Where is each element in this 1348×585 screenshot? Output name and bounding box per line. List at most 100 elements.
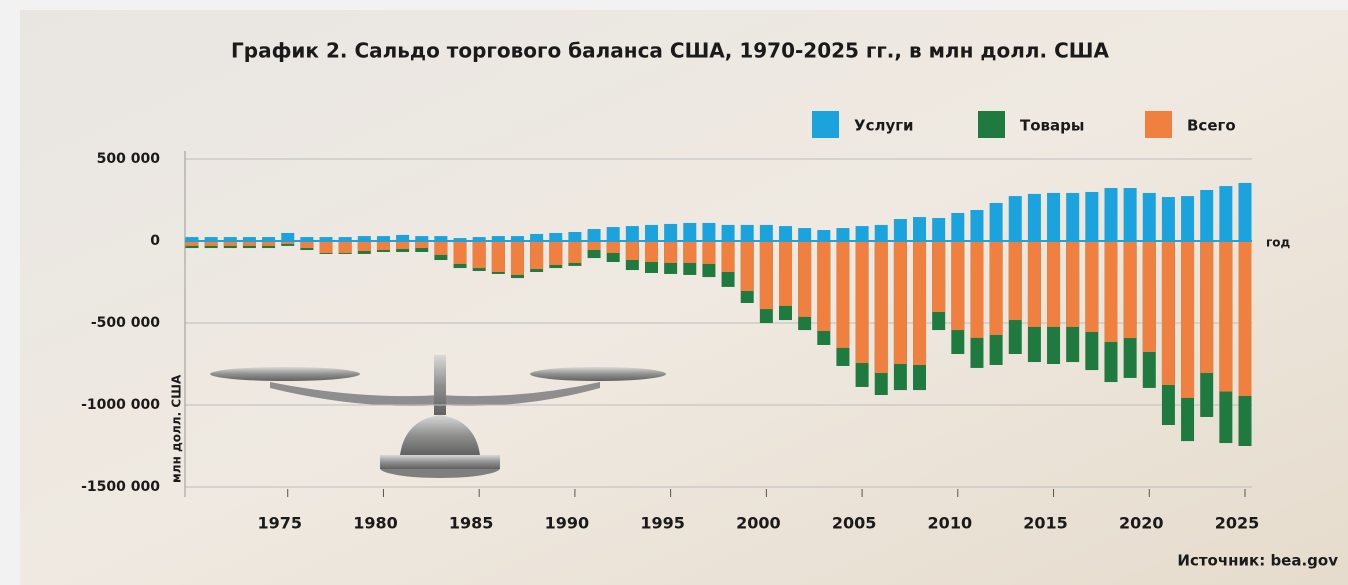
bar	[1143, 193, 1156, 241]
bar	[741, 225, 754, 241]
bar	[588, 229, 601, 241]
bar	[1181, 241, 1194, 398]
x-tick-label: 1995	[640, 514, 685, 533]
bar	[1200, 190, 1213, 241]
bar	[1219, 186, 1232, 241]
x-tick-label: 1985	[449, 514, 494, 533]
bar	[913, 241, 926, 365]
bar	[856, 241, 869, 363]
bar	[779, 241, 792, 306]
bar	[358, 241, 371, 251]
y-tick-label: -1500 000	[81, 479, 160, 495]
bar	[549, 241, 562, 265]
bar	[1219, 241, 1232, 392]
bar	[683, 241, 696, 263]
bar	[1239, 183, 1252, 241]
bar	[645, 241, 658, 262]
bar	[664, 241, 677, 263]
legend-label: Всего	[1187, 117, 1236, 135]
bar	[511, 241, 524, 275]
bar	[454, 241, 467, 264]
bar	[434, 241, 447, 255]
x-tick-label: 2015	[1023, 514, 1068, 533]
bar	[990, 203, 1003, 241]
bar	[1239, 241, 1252, 396]
bar	[817, 241, 830, 331]
bar	[473, 241, 486, 268]
bar	[626, 226, 639, 241]
bar	[320, 241, 333, 253]
bar	[722, 241, 735, 272]
bar	[894, 241, 907, 364]
bar	[568, 241, 581, 263]
legend-label: Товары	[1020, 117, 1084, 135]
bar	[702, 223, 715, 241]
bar	[530, 241, 543, 269]
bar	[607, 227, 620, 241]
bar	[875, 225, 888, 241]
bar	[970, 241, 983, 338]
bar	[377, 241, 390, 250]
bar	[1028, 241, 1041, 327]
bar	[300, 241, 313, 248]
bar	[702, 241, 715, 264]
bar	[1085, 241, 1098, 332]
bar	[798, 241, 811, 317]
bar	[1047, 193, 1060, 241]
bar	[1028, 194, 1041, 241]
bar	[1124, 188, 1137, 241]
bar	[1009, 241, 1022, 320]
bar	[951, 213, 964, 241]
bar	[568, 232, 581, 241]
bar	[281, 233, 294, 241]
bar	[913, 217, 926, 241]
bar	[607, 241, 620, 253]
bar	[760, 225, 773, 241]
bar	[664, 224, 677, 241]
bar	[1143, 241, 1156, 352]
bar	[530, 234, 543, 241]
chart: График 2. Сальдо торгового баланса США, …	[0, 0, 1348, 585]
chart-title: График 2. Сальдо торгового баланса США, …	[231, 39, 1109, 63]
x-tick-label: 2020	[1119, 514, 1164, 533]
y-tick-label: 0	[150, 233, 160, 249]
bar	[1085, 192, 1098, 241]
bar	[779, 226, 792, 241]
x-tick-label: 1990	[545, 514, 590, 533]
x-tick-label: 2010	[928, 514, 973, 533]
bar	[1009, 196, 1022, 241]
legend-swatch	[978, 111, 1005, 138]
bar	[492, 241, 505, 272]
legend-swatch	[1145, 111, 1172, 138]
y-tick-label: 500 000	[97, 151, 161, 167]
bar	[932, 241, 945, 312]
bar	[932, 218, 945, 241]
bar	[722, 225, 735, 241]
bar	[760, 241, 773, 309]
bar	[626, 241, 639, 260]
bar	[415, 241, 428, 248]
bar	[798, 228, 811, 241]
bar	[817, 230, 830, 241]
bar	[741, 241, 754, 291]
bar	[1162, 241, 1175, 385]
source: Источник: bea.gov	[1177, 552, 1338, 570]
bar	[339, 241, 352, 253]
bar	[1047, 241, 1060, 327]
legend-swatch	[812, 111, 839, 138]
bar	[836, 228, 849, 241]
bar	[396, 241, 409, 249]
x-tick-label: 1975	[257, 514, 302, 533]
bar	[683, 223, 696, 241]
y-tick-label: -500 000	[91, 315, 160, 331]
bar	[836, 241, 849, 348]
bar	[1200, 241, 1213, 373]
bar	[1066, 241, 1079, 327]
x-tick-label: 1980	[353, 514, 398, 533]
bar	[856, 226, 869, 241]
x-axis-label: год	[1266, 236, 1291, 250]
bar	[549, 233, 562, 241]
x-tick-label: 2025	[1215, 514, 1260, 533]
bar	[1066, 193, 1079, 241]
bar	[951, 241, 964, 330]
